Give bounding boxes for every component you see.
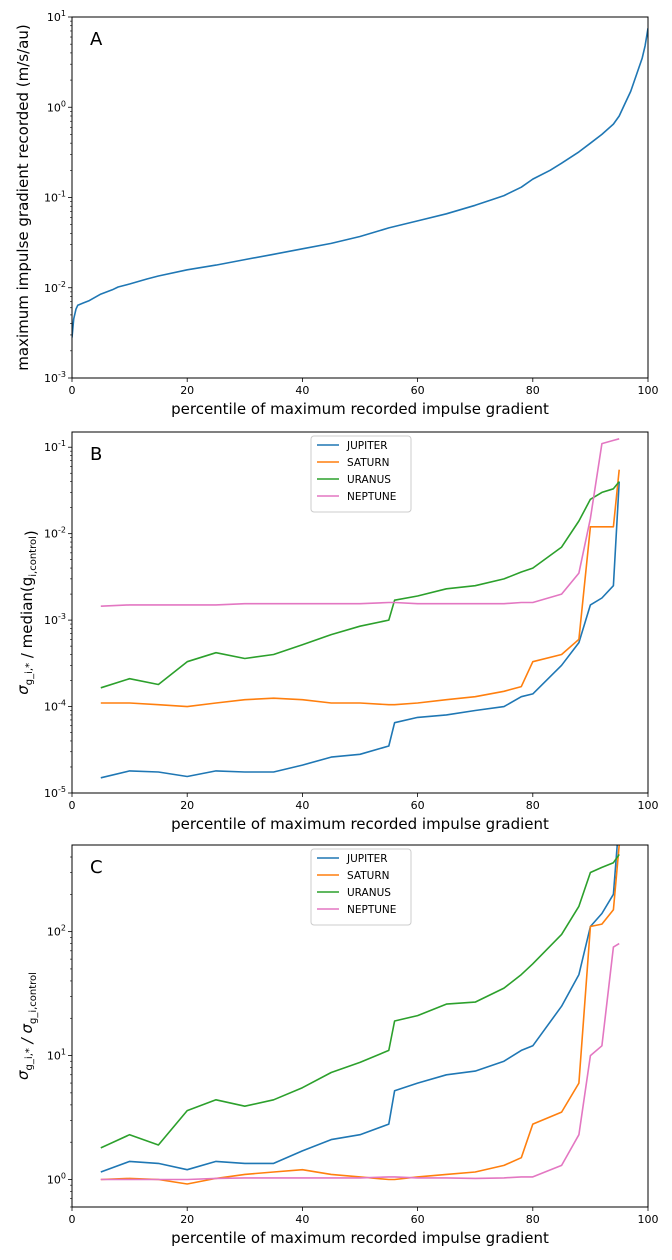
legend-entry-neptune: NEPTUNE xyxy=(347,491,396,503)
y-tick-label: 10-1 xyxy=(44,190,66,205)
x-tick-label: 60 xyxy=(411,799,425,812)
series-line-uranus xyxy=(100,481,620,689)
panel-label: B xyxy=(90,444,102,465)
x-tick-label: 60 xyxy=(411,1213,425,1226)
y-tick-label: 101 xyxy=(47,1048,66,1063)
x-tick-label: 80 xyxy=(526,799,540,812)
x-tick-label: 80 xyxy=(526,1213,540,1226)
y-tick-label: 100 xyxy=(47,99,66,114)
legend: JUPITER SATURN URANUS NEPTUNE xyxy=(310,435,412,513)
panel-label: C xyxy=(90,857,103,878)
legend-entry-jupiter: JUPITER xyxy=(346,853,388,865)
x-tick-label: 20 xyxy=(180,1213,194,1226)
y-axis-label: σg_i,* / median(gi,control) xyxy=(14,530,40,695)
x-tick-label: 100 xyxy=(638,799,659,812)
legend-box xyxy=(310,848,412,926)
plot-frame xyxy=(71,16,649,379)
legend-entry-jupiter: JUPITER xyxy=(346,440,388,452)
x-tick-label: 0 xyxy=(69,384,76,397)
series-line-neptune xyxy=(100,438,620,607)
legend: JUPITER SATURN URANUS NEPTUNE xyxy=(310,848,412,926)
y-tick-label: 10-4 xyxy=(44,699,66,714)
series-line-uranus xyxy=(100,853,620,1149)
series-line-saturn xyxy=(100,469,620,708)
y-tick-label: 101 xyxy=(47,9,66,24)
y-axis-label: maximum impulse gradient recorded (m/s/a… xyxy=(14,24,32,370)
series-line-maximum-impulse-gradient xyxy=(72,28,648,338)
x-tick-label: 40 xyxy=(295,799,309,812)
plot-frame xyxy=(71,431,649,794)
legend-entry-saturn: SATURN xyxy=(347,870,389,882)
series-line-neptune xyxy=(100,942,620,1181)
y-tick-label: 10-2 xyxy=(44,526,66,541)
panel-A: 10-3 10-2 10-1 100 101 0 20 40 60 80 100 Apercentil… xyxy=(14,9,659,418)
x-tick-label: 40 xyxy=(295,1213,309,1226)
y-axis-label: σg_i,* / σg_i,control xyxy=(14,972,39,1080)
x-axis-label: percentile of maximum recorded impulse g… xyxy=(171,400,549,418)
x-tick-label: 80 xyxy=(526,384,540,397)
y-tick-label: 102 xyxy=(47,924,66,939)
plot-frame xyxy=(71,844,649,1208)
legend-entry-uranus: URANUS xyxy=(347,474,391,486)
x-tick-label: 40 xyxy=(295,384,309,397)
legend-entry-uranus: URANUS xyxy=(347,887,391,899)
y-tick-label: 10-5 xyxy=(44,785,66,800)
x-tick-label: 20 xyxy=(180,384,194,397)
x-tick-label: 100 xyxy=(638,1213,659,1226)
legend-entry-neptune: NEPTUNE xyxy=(347,904,396,916)
y-tick-label: 10-1 xyxy=(44,439,66,454)
y-tick-label: 10-3 xyxy=(44,612,66,627)
x-tick-label: 100 xyxy=(638,384,659,397)
panel-label: A xyxy=(90,29,103,50)
panel-B: 10-5 10-4 10-3 10-2 10-1 0 20 40 60 80 100 Bpercent… xyxy=(14,431,659,833)
x-axis-label: percentile of maximum recorded impulse g… xyxy=(171,1229,549,1247)
y-tick-label: 10-3 xyxy=(44,370,66,385)
y-tick-label: 100 xyxy=(47,1172,66,1187)
x-tick-label: 20 xyxy=(180,799,194,812)
legend-entry-saturn: SATURN xyxy=(347,457,389,469)
series-line-jupiter xyxy=(100,845,619,1173)
series-line-jupiter xyxy=(100,481,620,779)
y-tick-label: 10-2 xyxy=(44,280,66,295)
legend-box xyxy=(310,435,412,513)
x-tick-label: 0 xyxy=(69,799,76,812)
x-tick-label: 60 xyxy=(411,384,425,397)
x-axis-label: percentile of maximum recorded impulse g… xyxy=(171,815,549,833)
x-tick-label: 0 xyxy=(69,1213,76,1226)
